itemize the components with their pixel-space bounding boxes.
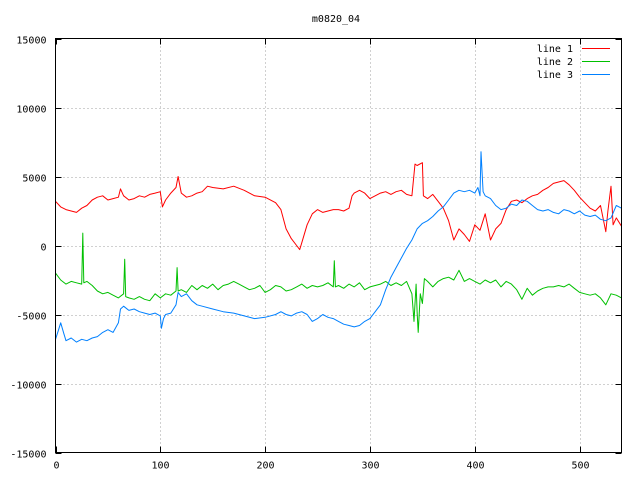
grid-layer xyxy=(55,38,622,453)
x-tick-label: 300 xyxy=(361,461,379,472)
y-tick-label: 0 xyxy=(40,243,46,254)
legend: line 1 line 2 line 3 xyxy=(537,44,610,81)
y-tick-label: 10000 xyxy=(16,105,46,116)
y-tick-label: 15000 xyxy=(16,36,46,47)
series-line-1 xyxy=(55,162,622,251)
series-line-3 xyxy=(55,151,622,343)
series-layer xyxy=(55,151,622,343)
x-tick-label: 100 xyxy=(151,461,169,472)
y-tick-label: -15000 xyxy=(10,450,46,461)
chart-title: m0820_04 xyxy=(312,14,360,25)
x-tick-label: 400 xyxy=(466,461,484,472)
x-tick-label: 0 xyxy=(53,461,59,472)
y-tick-label: 5000 xyxy=(22,174,46,185)
y-tick-label: -10000 xyxy=(10,381,46,392)
legend-label-1: line 1 xyxy=(537,44,573,55)
y-tick-label: -5000 xyxy=(16,312,46,323)
tick-layer: 0 100 200 300 400 500 -15000 -10000 -5000 0 5000 10… xyxy=(10,36,622,472)
series-line-2 xyxy=(55,232,622,333)
plot-frame xyxy=(55,38,622,453)
x-tick-label: 500 xyxy=(571,461,589,472)
legend-label-3: line 3 xyxy=(537,70,573,81)
x-tick-label: 200 xyxy=(256,461,274,472)
legend-label-2: line 2 xyxy=(537,57,573,68)
